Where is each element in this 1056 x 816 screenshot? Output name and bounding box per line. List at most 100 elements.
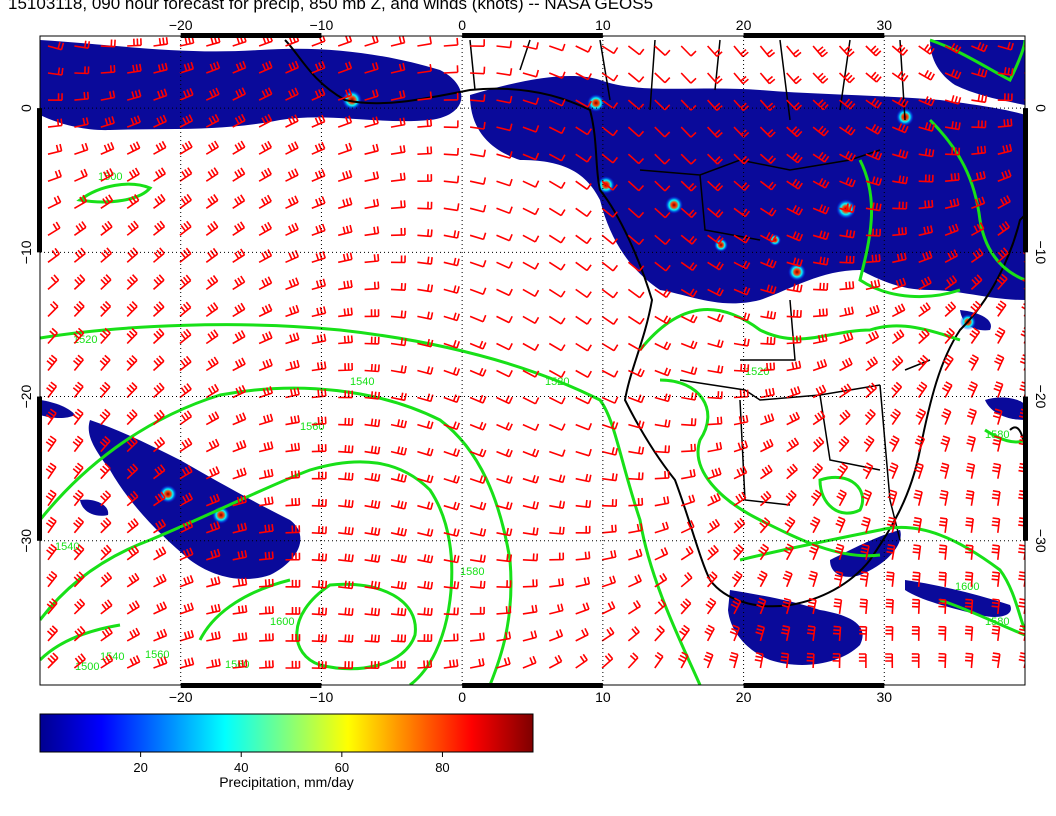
wind-barb <box>892 201 908 210</box>
wind-barb <box>681 469 696 480</box>
wind-barb <box>836 489 847 507</box>
wind-barb <box>522 396 540 405</box>
wind-barb <box>944 249 959 264</box>
wind-barb <box>627 99 645 110</box>
wind-barb <box>205 411 220 426</box>
wind-barb <box>338 445 354 454</box>
wind-barb <box>728 651 739 669</box>
wind-barb <box>812 204 830 215</box>
wind-barb <box>859 598 868 614</box>
wind-barb <box>469 204 487 213</box>
wind-barb <box>100 116 115 128</box>
wind-barb <box>918 328 930 345</box>
wind-barb <box>179 114 194 128</box>
wind-barb <box>259 633 274 642</box>
wind-barb <box>46 381 58 398</box>
wind-barb <box>179 410 193 426</box>
wind-barb <box>859 625 868 641</box>
wind-barb <box>812 178 830 189</box>
wind-barb <box>654 393 671 403</box>
wind-barb <box>756 597 767 615</box>
wind-barb <box>100 626 113 642</box>
wind-barb <box>548 180 566 189</box>
wind-barb <box>549 577 564 588</box>
wind-barb <box>179 492 194 507</box>
wind-barb <box>258 276 273 291</box>
wind-barb <box>548 423 566 431</box>
wind-barb <box>364 607 381 617</box>
wind-barb <box>179 87 194 101</box>
wind-barb <box>812 72 829 84</box>
wind-barb <box>338 390 353 399</box>
wind-barb <box>338 661 354 670</box>
wind-barb <box>940 435 951 452</box>
wind-barb <box>364 143 379 155</box>
wind-barb <box>730 597 742 615</box>
wind-barb <box>74 168 88 182</box>
wind-barb <box>285 87 299 101</box>
colorbar-ticks: 20 40 60 80 <box>133 752 450 775</box>
wind-barb <box>839 124 856 136</box>
wind-barb <box>680 72 697 84</box>
wind-barb <box>232 302 246 318</box>
wind-barb <box>996 273 1008 290</box>
wind-barb <box>707 126 723 138</box>
wind-barb <box>654 45 671 56</box>
wind-barb <box>258 60 273 74</box>
wind-barb <box>126 572 140 588</box>
wind-barb <box>47 301 59 317</box>
wind-barb <box>707 313 724 323</box>
wind-barb <box>364 499 381 509</box>
wind-barb <box>602 499 618 507</box>
wind-barb <box>522 474 540 484</box>
wind-barb <box>232 248 246 263</box>
wind-barb <box>548 315 566 325</box>
wind-barb <box>707 518 720 534</box>
wind-barb <box>575 499 592 509</box>
wind-barb <box>47 143 63 155</box>
wind-barb <box>885 626 894 641</box>
wind-barb <box>46 570 58 588</box>
wind-barb <box>786 99 803 111</box>
wind-barb <box>311 141 326 155</box>
wind-barb <box>997 247 1009 263</box>
wind-barb <box>707 261 724 271</box>
wind-barb <box>311 61 326 74</box>
wind-barb <box>601 575 617 588</box>
wind-barb <box>126 220 139 236</box>
wind-barb <box>938 571 947 587</box>
wind-barb <box>839 203 856 214</box>
wind-barb <box>970 300 982 317</box>
wind-barb <box>258 496 274 507</box>
wind-barb <box>654 153 671 165</box>
colorbar-tick-label: 80 <box>435 760 449 775</box>
wind-barb <box>232 495 247 507</box>
wind-barb <box>285 415 300 426</box>
wind-barb <box>892 227 907 237</box>
wind-barb <box>786 386 801 399</box>
map-title: 15103118, 090 hour forecast for precip, … <box>8 0 654 13</box>
wind-barb <box>311 661 327 670</box>
wind-barb <box>364 634 380 643</box>
wind-barb <box>918 96 936 107</box>
wind-barb <box>971 171 986 182</box>
wind-barb <box>443 65 459 74</box>
wind-barb <box>258 87 273 101</box>
frame-bar <box>743 683 885 688</box>
wind-barb <box>205 140 219 155</box>
wind-barb <box>126 247 139 263</box>
wind-barb <box>997 41 1014 51</box>
contour-label: 1540 <box>350 376 374 388</box>
wind-barb <box>885 653 894 669</box>
wind-barb <box>707 234 724 245</box>
wind-barb <box>807 597 817 615</box>
wind-barb <box>782 570 793 588</box>
wind-barb <box>575 396 593 405</box>
wind-barb <box>390 446 407 456</box>
wind-barb <box>548 396 566 405</box>
wind-barb <box>679 624 690 642</box>
wind-barb <box>73 300 85 317</box>
wind-barb <box>733 440 749 453</box>
wind-barb <box>311 416 327 426</box>
wind-barb <box>627 126 645 138</box>
